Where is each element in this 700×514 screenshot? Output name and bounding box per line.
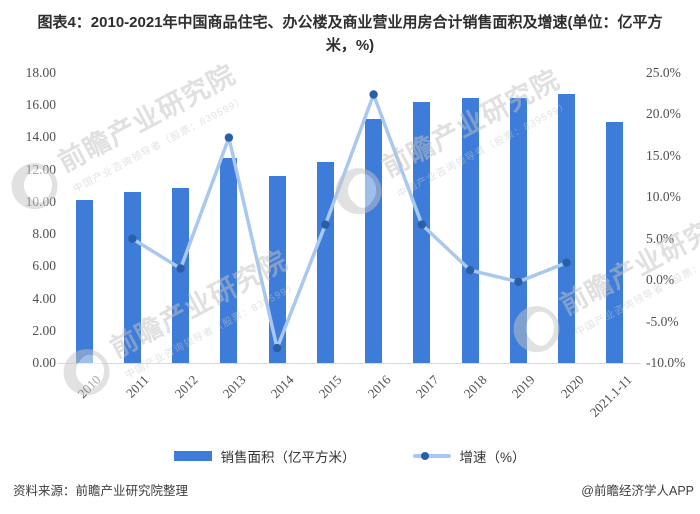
- left-axis-tick-label: 2.00: [32, 322, 56, 338]
- sales-area-bar: [509, 98, 527, 363]
- sales-area-bar: [316, 162, 334, 363]
- right-axis-tick-label: 20.0%: [646, 106, 681, 122]
- left-axis-tick-label: 18.00: [25, 65, 56, 80]
- left-axis-tick-label: 8.00: [32, 226, 56, 242]
- line-swatch-segment: [413, 454, 452, 458]
- sales-area-bar: [606, 121, 624, 363]
- sales-area-bar: [461, 98, 479, 363]
- sales-area-bar: [172, 188, 190, 363]
- right-axis-tick-label: 15.0%: [646, 147, 681, 163]
- line-series-swatch: [413, 451, 452, 461]
- sales-area-bar: [365, 118, 383, 363]
- legend: 销售面积（亿平方米） 增速（%）: [0, 446, 700, 466]
- right-axis-tick-label: 5.0%: [646, 230, 675, 246]
- legend-label-sales-area: 销售面积（亿平方米）: [220, 450, 356, 465]
- right-axis-tick-label: -10.0%: [646, 355, 686, 370]
- left-axis-tick-label: 6.00: [32, 258, 56, 274]
- watermark-brand: 前瞻产业研究院: [53, 59, 241, 178]
- left-axis-tick-label: 14.00: [25, 129, 56, 145]
- right-axis-tick-label: 25.0%: [646, 65, 681, 80]
- source-note: 资料来源：前瞻产业研究院整理: [13, 484, 189, 498]
- growth-point: [369, 90, 378, 99]
- sales-area-bar: [123, 192, 141, 363]
- watermark-tile: 前瞻产业研究院 中国产业咨询领导者（股票：839599）: [325, 58, 574, 227]
- x-axis-line: [58, 363, 641, 364]
- credit-note: @前瞻经济学人APP: [581, 484, 694, 498]
- left-axis-tick-label: 12.00: [25, 161, 56, 177]
- legend-item-growth: 增速（%）: [413, 446, 526, 466]
- right-axis-tick-label: 10.0%: [646, 189, 681, 205]
- legend-item-sales-area: 销售面积（亿平方米）: [174, 446, 355, 466]
- bar-series-swatch: [174, 451, 213, 461]
- legend-label-growth: 增速（%）: [459, 450, 526, 465]
- sales-area-bar: [558, 93, 576, 363]
- growth-point: [224, 133, 234, 142]
- right-axis-tick-label: 0.0%: [646, 272, 675, 288]
- growth-line: [131, 92, 568, 350]
- left-axis-tick-label: 0.00: [32, 355, 56, 370]
- sales-area-bar: [268, 175, 286, 363]
- left-axis-tick-label: 10.00: [25, 193, 56, 209]
- sales-area-bar: [75, 200, 93, 363]
- sales-area-bar: [413, 101, 431, 363]
- left-axis-tick-label: 4.00: [32, 290, 56, 306]
- chart-title: 图表4：2010-2021年中国商品住宅、办公楼及商业营业用房合计销售面积及增速…: [37, 14, 663, 54]
- sales-area-bar: [220, 158, 238, 363]
- line-swatch-dot: [421, 452, 430, 460]
- left-axis-tick-label: 16.00: [25, 97, 56, 113]
- right-axis-tick-label: -5.0%: [646, 313, 679, 329]
